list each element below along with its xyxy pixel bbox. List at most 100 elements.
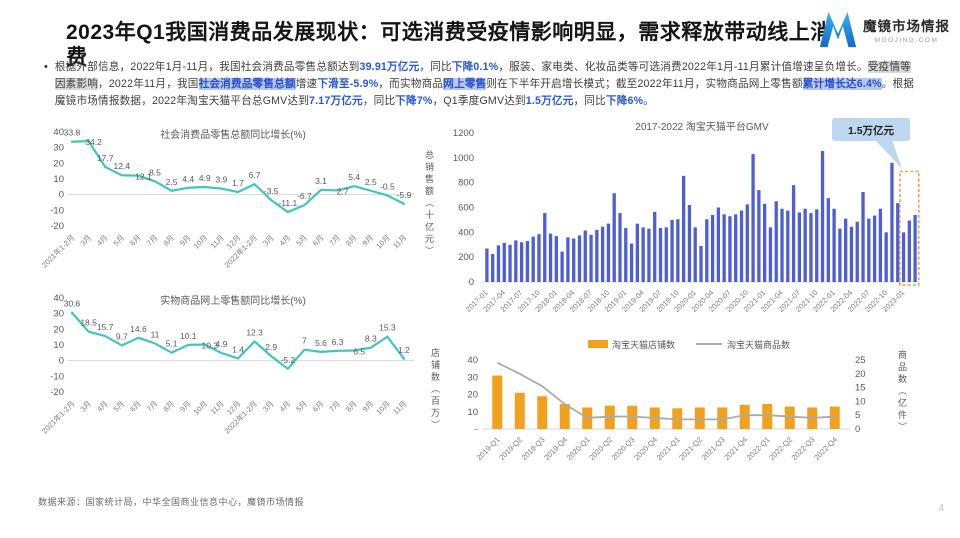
svg-text:9月: 9月 — [361, 399, 376, 414]
svg-text:12.4: 12.4 — [114, 161, 131, 171]
svg-text:2021年1-2月: 2021年1-2月 — [39, 232, 76, 269]
svg-text:3月: 3月 — [261, 233, 276, 248]
svg-text:4月: 4月 — [278, 399, 293, 414]
brand-logo: 魔镜市场情报 MOOJING.COM — [817, 8, 950, 50]
svg-text:6月: 6月 — [128, 399, 143, 414]
svg-text:20: 20 — [855, 369, 866, 380]
footer-source: 数据来源：国家统计局，中华全国商业信息中心，魔镜市场情报 — [38, 497, 305, 507]
chart-shops-products-combo: 淘宝天猫店铺数 淘宝天猫商品数 40 30 20 10 - 25 20 15 10 5 0 2019-Q1… — [467, 339, 866, 462]
svg-text:1.4: 1.4 — [232, 344, 244, 354]
svg-text:2.5: 2.5 — [166, 177, 178, 187]
svg-text:5.4: 5.4 — [348, 172, 360, 182]
svg-text:33.8: 33.8 — [64, 128, 81, 138]
svg-text:1200: 1200 — [453, 128, 474, 139]
svg-text:5月: 5月 — [112, 399, 127, 414]
svg-text:34.2: 34.2 — [85, 137, 102, 147]
svg-text:2021-Q4: 2021-Q4 — [722, 435, 749, 462]
svg-text:-5.9: -5.9 — [397, 190, 412, 200]
svg-text:4.9: 4.9 — [199, 173, 211, 183]
svg-text:800: 800 — [458, 178, 474, 189]
svg-text:7月: 7月 — [327, 233, 342, 248]
svg-text:10.3: 10.3 — [202, 341, 219, 351]
svg-text:11月: 11月 — [391, 233, 408, 250]
svg-text:30.6: 30.6 — [64, 299, 81, 309]
svg-text:-20: -20 — [50, 387, 64, 398]
svg-text:11月: 11月 — [209, 399, 226, 416]
svg-text:10: 10 — [467, 407, 478, 418]
svg-text:-11.1: -11.1 — [278, 198, 297, 208]
svg-text:2022-Q1: 2022-Q1 — [745, 435, 772, 462]
svg-text:-3.5: -3.5 — [264, 186, 279, 196]
svg-text:2017-2022 淘宝天猫平台GMV: 2017-2022 淘宝天猫平台GMV — [635, 120, 769, 133]
svg-text:6.3: 6.3 — [332, 337, 344, 347]
svg-text:0: 0 — [855, 424, 860, 435]
svg-text:5: 5 — [855, 410, 860, 421]
svg-text:8.5: 8.5 — [149, 167, 161, 177]
svg-text:15.7: 15.7 — [97, 322, 114, 332]
svg-text:6月: 6月 — [311, 399, 326, 414]
svg-text:15.3: 15.3 — [379, 323, 396, 333]
svg-text:30: 30 — [467, 372, 478, 383]
svg-text:9月: 9月 — [178, 399, 193, 414]
svg-text:30: 30 — [53, 309, 64, 320]
svg-text:1.7: 1.7 — [232, 178, 244, 188]
svg-text:40: 40 — [467, 355, 478, 366]
svg-text:1000: 1000 — [453, 153, 474, 164]
svg-text:6.5: 6.5 — [353, 346, 365, 356]
svg-text:0: 0 — [59, 190, 64, 201]
svg-text:1.5万亿元: 1.5万亿元 — [848, 124, 895, 137]
svg-text:3月: 3月 — [78, 233, 93, 248]
svg-text:3.1: 3.1 — [315, 176, 327, 186]
svg-text:20: 20 — [53, 324, 64, 335]
svg-text:6月: 6月 — [311, 233, 326, 248]
svg-text:2021-Q2: 2021-Q2 — [677, 435, 704, 462]
svg-text:-0.5: -0.5 — [380, 181, 395, 191]
svg-text:10.1: 10.1 — [180, 331, 197, 341]
svg-text:5.1: 5.1 — [166, 339, 178, 349]
svg-text:6.7: 6.7 — [249, 170, 261, 180]
svg-text:5月: 5月 — [294, 233, 309, 248]
shops-axis-title: 店铺数（百万） — [430, 348, 440, 432]
svg-text:3月: 3月 — [78, 399, 93, 414]
svg-text:2021-Q3: 2021-Q3 — [700, 435, 727, 462]
svg-text:10月: 10月 — [192, 399, 210, 417]
svg-text:25: 25 — [855, 355, 866, 366]
svg-text:20: 20 — [467, 390, 478, 401]
svg-text:4.4: 4.4 — [182, 174, 194, 184]
summary-text: 根据外部信息，2022年1月-11月，我国社会消费品零售总额达到39.91万亿元… — [54, 61, 915, 108]
svg-text:15: 15 — [855, 383, 866, 394]
svg-text:2.5: 2.5 — [365, 177, 377, 187]
svg-text:18.5: 18.5 — [80, 318, 97, 328]
svg-text:7: 7 — [302, 336, 307, 346]
svg-text:2020-Q3: 2020-Q3 — [610, 435, 637, 462]
svg-text:12.3: 12.3 — [246, 327, 263, 337]
svg-text:0: 0 — [469, 277, 474, 288]
svg-text:2022-Q2: 2022-Q2 — [767, 435, 794, 462]
svg-text:2019-Q1: 2019-Q1 — [475, 435, 502, 462]
svg-text:40: 40 — [53, 293, 64, 304]
svg-text:4月: 4月 — [95, 233, 110, 248]
svg-text:12.1: 12.1 — [135, 172, 152, 182]
products-axis-title: 商品数（亿件） — [897, 350, 907, 434]
svg-text:2019-Q3: 2019-Q3 — [520, 435, 547, 462]
svg-text:10月: 10月 — [374, 233, 392, 251]
svg-text:3月: 3月 — [261, 399, 276, 414]
svg-text:社会消费品零售总额同比增长(%): 社会消费品零售总额同比增长(%) — [160, 128, 306, 141]
svg-text:600: 600 — [458, 203, 474, 214]
svg-text:2021年1-2月: 2021年1-2月 — [39, 398, 76, 435]
svg-text:3.9: 3.9 — [215, 175, 227, 185]
summary-bullet: • 根据外部信息，2022年1月-11月，我国社会消费品零售总额达到39.91万… — [44, 59, 918, 110]
svg-text:2019-Q2: 2019-Q2 — [497, 435, 524, 462]
brand-domain: MOOJING.COM — [874, 36, 939, 44]
svg-text:4月: 4月 — [278, 233, 293, 248]
svg-text:20: 20 — [53, 158, 64, 169]
svg-text:7月: 7月 — [327, 399, 342, 414]
svg-text:9月: 9月 — [361, 233, 376, 248]
svg-text:-: - — [475, 424, 478, 435]
svg-text:6月: 6月 — [128, 233, 143, 248]
svg-text:200: 200 — [458, 252, 474, 263]
svg-text:-20: -20 — [50, 221, 64, 232]
svg-text:5.6: 5.6 — [315, 338, 327, 348]
svg-text:30: 30 — [53, 143, 64, 154]
